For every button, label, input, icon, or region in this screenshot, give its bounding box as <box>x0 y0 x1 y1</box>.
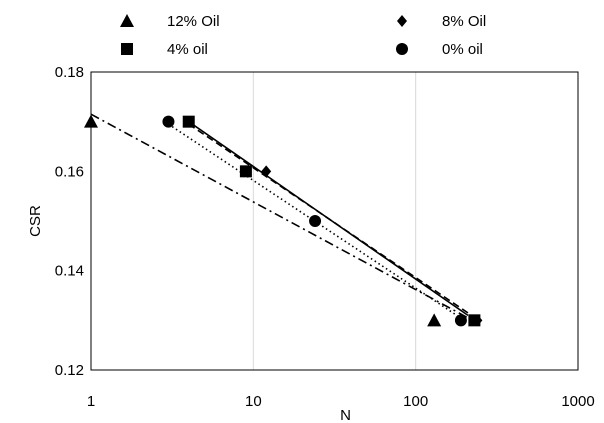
y-tick-label: 0.18 <box>55 64 84 81</box>
legend-entry: 8% Oil <box>397 13 486 30</box>
data-point-diamond <box>261 165 272 178</box>
data-point-square <box>468 314 481 327</box>
trend-line <box>188 121 469 317</box>
legend-label: 12% Oil <box>167 13 220 30</box>
trend-lines <box>90 113 469 324</box>
legend-marker-diamond <box>397 15 407 27</box>
x-tick-label: 1000 <box>561 393 594 410</box>
data-point-square <box>182 115 195 128</box>
data-point-square <box>239 165 252 178</box>
trend-line <box>168 123 469 324</box>
data-point-triangle <box>427 313 442 327</box>
tick-labels: 1 10 100 1000 0.12 0.14 0.16 0.18 <box>55 64 595 410</box>
y-axis-title: CSR <box>27 205 44 237</box>
data-point-circle <box>454 314 467 327</box>
data-markers <box>84 114 483 327</box>
plot-frame <box>90 71 579 371</box>
grid <box>252 72 417 370</box>
data-point-circle <box>309 215 322 227</box>
legend-entry: 12% Oil <box>120 13 220 30</box>
legend-label: 4% oil <box>167 41 208 58</box>
legend-marker-triangle <box>120 14 134 27</box>
trend-line <box>90 113 469 319</box>
data-point-circle <box>162 115 175 128</box>
x-tick-label: 100 <box>403 393 428 410</box>
legend-marker-circle <box>396 43 408 55</box>
y-tick-label: 0.16 <box>55 163 84 180</box>
y-tick-label: 0.14 <box>55 263 84 280</box>
legend-label: 0% oil <box>442 41 483 58</box>
data-point-triangle <box>84 114 98 128</box>
x-tick-label: 10 <box>245 393 262 410</box>
legend-entry: 4% oil <box>121 41 208 58</box>
legend: 12% Oil 8% Oil 4% oil 0% oil <box>120 13 486 58</box>
y-tick-label: 0.12 <box>55 362 84 379</box>
legend-label: 8% Oil <box>442 13 486 30</box>
legend-entry: 0% oil <box>396 41 483 58</box>
x-tick-label: 1 <box>87 393 95 410</box>
legend-marker-square <box>121 43 133 55</box>
x-axis-title: N <box>340 407 351 423</box>
